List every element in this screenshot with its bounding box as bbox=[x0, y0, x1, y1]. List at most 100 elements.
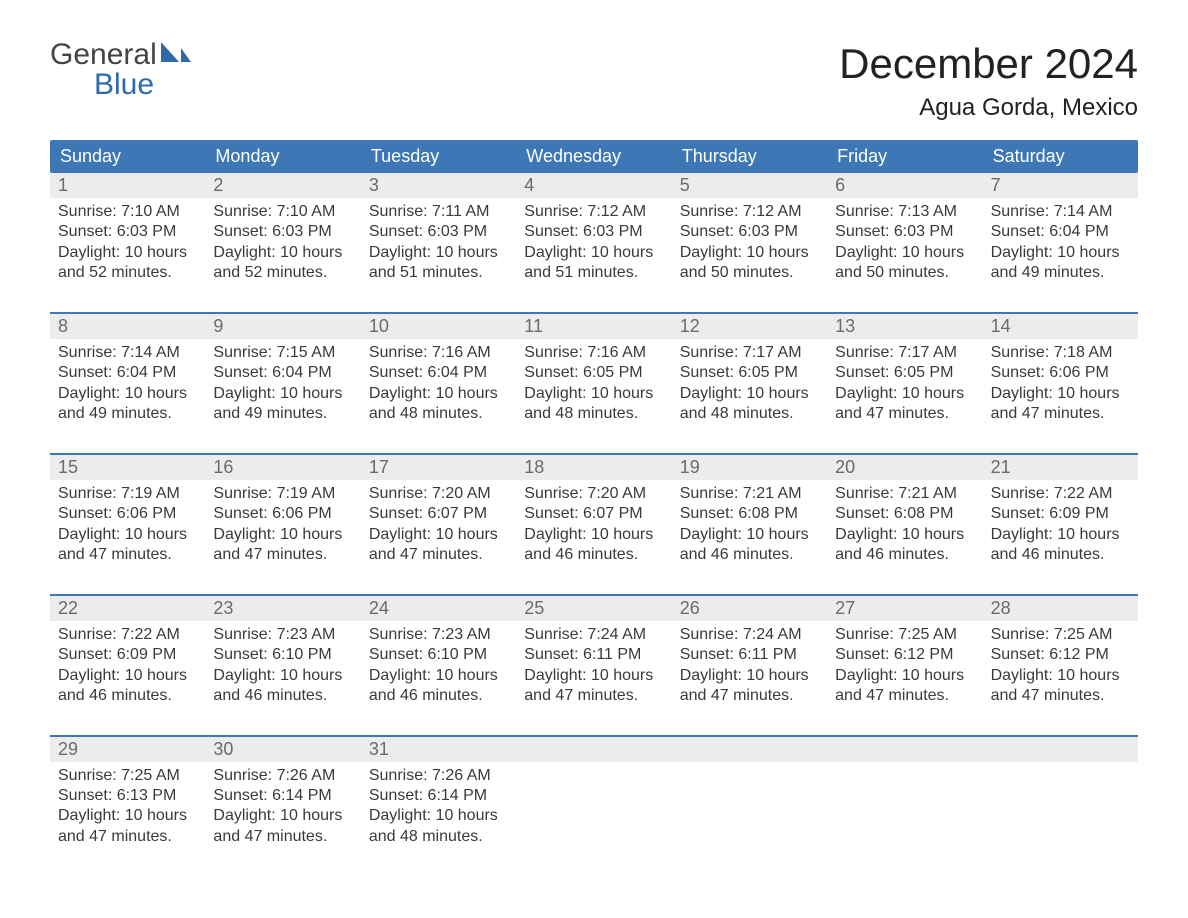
day-cell: Sunrise: 7:24 AMSunset: 6:11 PMDaylight:… bbox=[516, 621, 671, 715]
day-number: 2 bbox=[205, 173, 360, 198]
day-body-row: Sunrise: 7:19 AMSunset: 6:06 PMDaylight:… bbox=[50, 480, 1138, 574]
sunrise-line: Sunrise: 7:22 AM bbox=[58, 625, 197, 645]
daylight-line: Daylight: 10 hours and 46 minutes. bbox=[524, 525, 663, 566]
sunset-line: Sunset: 6:03 PM bbox=[680, 222, 819, 242]
day-cell bbox=[983, 762, 1138, 856]
sunrise-line: Sunrise: 7:21 AM bbox=[835, 484, 974, 504]
day-cell: Sunrise: 7:19 AMSunset: 6:06 PMDaylight:… bbox=[50, 480, 205, 574]
day-number: 24 bbox=[361, 596, 516, 621]
daylight-line: Daylight: 10 hours and 48 minutes. bbox=[369, 806, 508, 847]
sunset-line: Sunset: 6:05 PM bbox=[524, 363, 663, 383]
day-cell: Sunrise: 7:23 AMSunset: 6:10 PMDaylight:… bbox=[205, 621, 360, 715]
day-cell: Sunrise: 7:12 AMSunset: 6:03 PMDaylight:… bbox=[672, 198, 827, 292]
sunrise-line: Sunrise: 7:12 AM bbox=[524, 202, 663, 222]
day-number: 10 bbox=[361, 314, 516, 339]
sunrise-line: Sunrise: 7:22 AM bbox=[991, 484, 1130, 504]
logo-word-general: General bbox=[50, 40, 157, 70]
sunrise-line: Sunrise: 7:25 AM bbox=[835, 625, 974, 645]
day-number: 17 bbox=[361, 455, 516, 480]
week-row: 15161718192021Sunrise: 7:19 AMSunset: 6:… bbox=[50, 453, 1138, 574]
sunrise-line: Sunrise: 7:13 AM bbox=[835, 202, 974, 222]
sunrise-line: Sunrise: 7:21 AM bbox=[680, 484, 819, 504]
day-cell: Sunrise: 7:23 AMSunset: 6:10 PMDaylight:… bbox=[361, 621, 516, 715]
day-cell: Sunrise: 7:25 AMSunset: 6:12 PMDaylight:… bbox=[827, 621, 982, 715]
day-number-row: 891011121314 bbox=[50, 314, 1138, 339]
header: General Blue December 2024 Agua Gorda, M… bbox=[50, 40, 1138, 122]
sunset-line: Sunset: 6:04 PM bbox=[58, 363, 197, 383]
daylight-line: Daylight: 10 hours and 50 minutes. bbox=[680, 243, 819, 284]
day-header: Tuesday bbox=[361, 140, 516, 173]
day-cell: Sunrise: 7:25 AMSunset: 6:13 PMDaylight:… bbox=[50, 762, 205, 856]
day-cell: Sunrise: 7:11 AMSunset: 6:03 PMDaylight:… bbox=[361, 198, 516, 292]
sunset-line: Sunset: 6:03 PM bbox=[213, 222, 352, 242]
sunset-line: Sunset: 6:14 PM bbox=[369, 786, 508, 806]
sunset-line: Sunset: 6:03 PM bbox=[835, 222, 974, 242]
daylight-line: Daylight: 10 hours and 47 minutes. bbox=[58, 806, 197, 847]
day-cell: Sunrise: 7:16 AMSunset: 6:05 PMDaylight:… bbox=[516, 339, 671, 433]
day-cell: Sunrise: 7:17 AMSunset: 6:05 PMDaylight:… bbox=[672, 339, 827, 433]
day-header: Wednesday bbox=[516, 140, 671, 173]
day-number bbox=[516, 737, 671, 762]
day-cell: Sunrise: 7:14 AMSunset: 6:04 PMDaylight:… bbox=[983, 198, 1138, 292]
day-header: Sunday bbox=[50, 140, 205, 173]
day-cell: Sunrise: 7:22 AMSunset: 6:09 PMDaylight:… bbox=[983, 480, 1138, 574]
day-number bbox=[672, 737, 827, 762]
daylight-line: Daylight: 10 hours and 51 minutes. bbox=[524, 243, 663, 284]
day-number: 12 bbox=[672, 314, 827, 339]
sunset-line: Sunset: 6:11 PM bbox=[524, 645, 663, 665]
daylight-line: Daylight: 10 hours and 52 minutes. bbox=[213, 243, 352, 284]
day-number-row: 15161718192021 bbox=[50, 455, 1138, 480]
daylight-line: Daylight: 10 hours and 46 minutes. bbox=[213, 666, 352, 707]
daylight-line: Daylight: 10 hours and 47 minutes. bbox=[991, 384, 1130, 425]
daylight-line: Daylight: 10 hours and 48 minutes. bbox=[524, 384, 663, 425]
day-number: 21 bbox=[983, 455, 1138, 480]
day-number: 29 bbox=[50, 737, 205, 762]
day-number: 8 bbox=[50, 314, 205, 339]
sunset-line: Sunset: 6:13 PM bbox=[58, 786, 197, 806]
logo-word-blue: Blue bbox=[50, 70, 191, 100]
day-cell: Sunrise: 7:26 AMSunset: 6:14 PMDaylight:… bbox=[205, 762, 360, 856]
daylight-line: Daylight: 10 hours and 47 minutes. bbox=[524, 666, 663, 707]
daylight-line: Daylight: 10 hours and 50 minutes. bbox=[835, 243, 974, 284]
day-number-row: 293031 bbox=[50, 737, 1138, 762]
sunset-line: Sunset: 6:12 PM bbox=[991, 645, 1130, 665]
daylight-line: Daylight: 10 hours and 47 minutes. bbox=[680, 666, 819, 707]
day-number-row: 22232425262728 bbox=[50, 596, 1138, 621]
day-cell: Sunrise: 7:19 AMSunset: 6:06 PMDaylight:… bbox=[205, 480, 360, 574]
sunrise-line: Sunrise: 7:20 AM bbox=[524, 484, 663, 504]
sunset-line: Sunset: 6:04 PM bbox=[213, 363, 352, 383]
sunset-line: Sunset: 6:05 PM bbox=[835, 363, 974, 383]
daylight-line: Daylight: 10 hours and 47 minutes. bbox=[213, 806, 352, 847]
day-header: Monday bbox=[205, 140, 360, 173]
day-number: 3 bbox=[361, 173, 516, 198]
sunset-line: Sunset: 6:10 PM bbox=[213, 645, 352, 665]
daylight-line: Daylight: 10 hours and 48 minutes. bbox=[680, 384, 819, 425]
day-number: 14 bbox=[983, 314, 1138, 339]
day-number: 22 bbox=[50, 596, 205, 621]
sunset-line: Sunset: 6:10 PM bbox=[369, 645, 508, 665]
sunset-line: Sunset: 6:06 PM bbox=[213, 504, 352, 524]
day-number-row: 1234567 bbox=[50, 173, 1138, 198]
sunrise-line: Sunrise: 7:10 AM bbox=[58, 202, 197, 222]
sunset-line: Sunset: 6:07 PM bbox=[369, 504, 508, 524]
daylight-line: Daylight: 10 hours and 47 minutes. bbox=[213, 525, 352, 566]
sunset-line: Sunset: 6:08 PM bbox=[680, 504, 819, 524]
sunrise-line: Sunrise: 7:25 AM bbox=[991, 625, 1130, 645]
daylight-line: Daylight: 10 hours and 49 minutes. bbox=[58, 384, 197, 425]
sunrise-line: Sunrise: 7:16 AM bbox=[369, 343, 508, 363]
sunset-line: Sunset: 6:03 PM bbox=[524, 222, 663, 242]
sunset-line: Sunset: 6:05 PM bbox=[680, 363, 819, 383]
sunrise-line: Sunrise: 7:19 AM bbox=[213, 484, 352, 504]
sunset-line: Sunset: 6:11 PM bbox=[680, 645, 819, 665]
sunset-line: Sunset: 6:03 PM bbox=[369, 222, 508, 242]
sunrise-line: Sunrise: 7:18 AM bbox=[991, 343, 1130, 363]
day-cell: Sunrise: 7:26 AMSunset: 6:14 PMDaylight:… bbox=[361, 762, 516, 856]
daylight-line: Daylight: 10 hours and 52 minutes. bbox=[58, 243, 197, 284]
daylight-line: Daylight: 10 hours and 47 minutes. bbox=[369, 525, 508, 566]
logo: General Blue bbox=[50, 40, 191, 100]
day-body-row: Sunrise: 7:10 AMSunset: 6:03 PMDaylight:… bbox=[50, 198, 1138, 292]
sunrise-line: Sunrise: 7:10 AM bbox=[213, 202, 352, 222]
day-cell: Sunrise: 7:13 AMSunset: 6:03 PMDaylight:… bbox=[827, 198, 982, 292]
day-body-row: Sunrise: 7:14 AMSunset: 6:04 PMDaylight:… bbox=[50, 339, 1138, 433]
day-number: 4 bbox=[516, 173, 671, 198]
